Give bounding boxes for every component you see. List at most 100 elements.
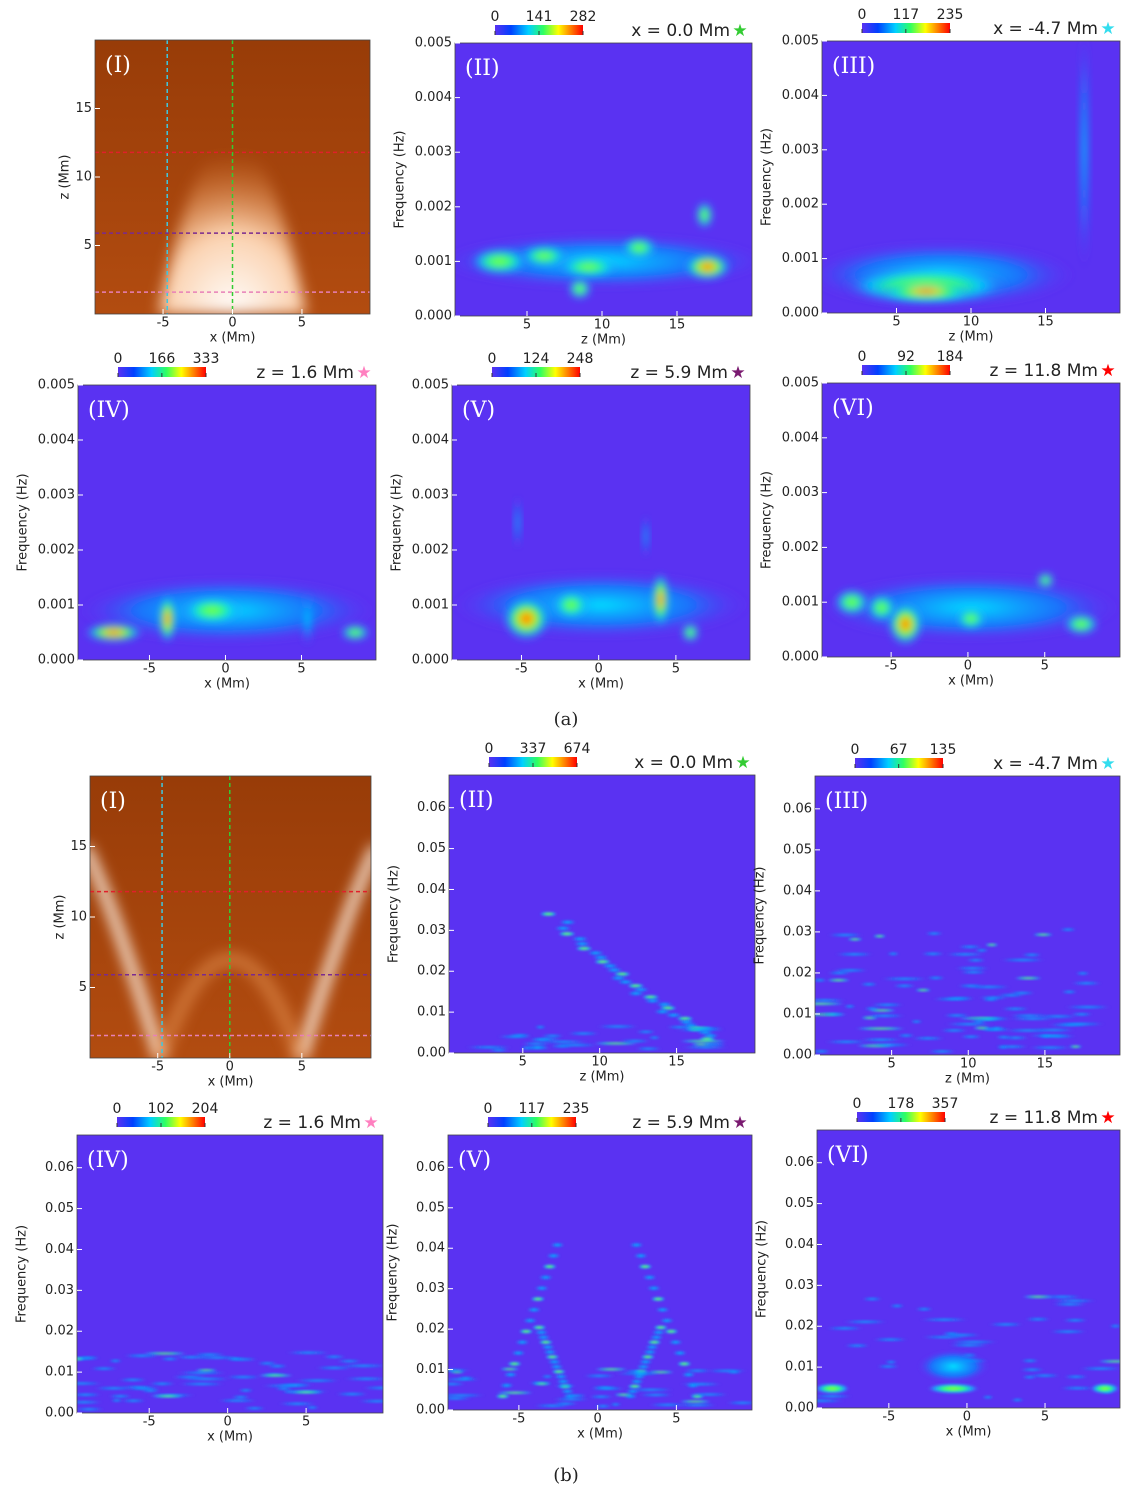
heatmap-blob <box>469 247 530 276</box>
y-axis-label: Frequency (Hz) <box>16 473 31 571</box>
x-tick-label: 5 <box>523 318 531 333</box>
heatmap-blob <box>609 1403 622 1406</box>
plot-frame <box>816 1129 1121 1409</box>
colorbar-tick-label: 117 <box>892 7 919 23</box>
heatmap-blob <box>1026 1046 1074 1049</box>
heatmap-blob <box>609 975 628 981</box>
panel-title: x = 0.0 Mm <box>634 753 733 773</box>
heatmap-blob <box>1058 1386 1097 1390</box>
heatmap-blob <box>823 1040 870 1044</box>
colorbar-tick-label: 67 <box>890 742 908 758</box>
heatmap-blob <box>553 1384 578 1388</box>
y-tick-label: 0.002 <box>38 543 75 558</box>
heatmap-blob <box>530 1296 546 1302</box>
heatmap-blob <box>622 1369 651 1373</box>
x-tick-label: 15 <box>1037 1057 1054 1072</box>
heatmap-blob <box>859 982 879 986</box>
colorbar-tick-label: 0 <box>484 1101 493 1117</box>
caption: (a) <box>554 709 579 730</box>
y-tick-label: 0.03 <box>783 924 812 939</box>
heatmap-blob <box>550 1043 601 1047</box>
y-tick-label: 0.00 <box>785 1401 814 1416</box>
heatmap-blob <box>942 1014 972 1017</box>
heatmap-blob <box>527 1038 555 1042</box>
heatmap-blob <box>984 943 999 947</box>
heatmap-blob <box>539 911 558 917</box>
x-tick-label: 0 <box>964 659 972 674</box>
heatmap-blob <box>555 1379 571 1384</box>
heatmap-blob <box>658 1005 678 1011</box>
y-tick-label: 0.000 <box>415 309 452 324</box>
y-axis-label: Frequency (Hz) <box>15 1225 30 1323</box>
plot-frame <box>451 384 751 661</box>
x-tick-label: 5 <box>672 662 680 677</box>
heatmap-blob <box>626 1388 676 1392</box>
heatmap-blob <box>553 1374 569 1379</box>
heatmap-blob <box>340 624 371 641</box>
plot-area <box>78 385 376 660</box>
heatmap-blob <box>701 1033 720 1038</box>
y-tick-label: 0.002 <box>782 540 819 555</box>
heatmap-blob <box>675 1016 695 1021</box>
y-tick-label: 0.04 <box>783 883 812 898</box>
y-tick-label: 0.04 <box>785 1237 814 1252</box>
heatmap-blob <box>924 932 944 935</box>
x-tick-label: -5 <box>512 1412 525 1427</box>
heatmap-blob <box>1007 1017 1059 1021</box>
colorbar-tick-label: 204 <box>192 1101 219 1117</box>
heatmap-blob <box>77 1393 103 1397</box>
heatmap-blob <box>677 1400 713 1403</box>
heatmap-blob <box>448 1393 488 1397</box>
y-tick-label: 0.000 <box>782 650 819 665</box>
heatmap-blob <box>973 948 990 952</box>
heatmap-blob <box>558 920 577 925</box>
x-tick-label: 5 <box>1041 659 1049 674</box>
heatmap-blob <box>1108 1324 1120 1328</box>
y-tick-label: 0.04 <box>416 1241 445 1256</box>
heatmap-blob <box>943 1022 996 1026</box>
heatmap-blob <box>626 991 646 996</box>
title-marker: ★ <box>1100 361 1115 381</box>
title-marker: ★ <box>732 1113 747 1133</box>
heatmap-blob <box>605 967 624 973</box>
heatmap-blob <box>83 622 144 643</box>
title-marker: ★ <box>1100 1108 1115 1128</box>
y-tick-label: 0.003 <box>782 142 819 157</box>
plot-area <box>822 383 1120 657</box>
plot-area <box>449 775 755 1053</box>
heatmap-blob <box>1007 991 1037 995</box>
x-axis-label: x (Mm) <box>578 677 624 692</box>
plot-frame <box>447 1134 753 1411</box>
heatmap-blob <box>675 1403 719 1407</box>
heatmap-blob <box>613 1393 634 1397</box>
heatmap-blob <box>833 588 870 616</box>
x-tick-label: 5 <box>1041 1410 1049 1425</box>
heatmap-blob <box>1013 976 1044 980</box>
heatmap-blob <box>540 1375 555 1378</box>
x-axis-label: x (Mm) <box>204 677 250 692</box>
heatmap-blob <box>876 1365 901 1368</box>
heatmap-blob <box>637 1393 675 1397</box>
heatmap-blob <box>120 1399 147 1403</box>
heatmap-blob <box>534 1286 550 1291</box>
y-tick-label: 0.005 <box>415 36 452 51</box>
panel-label: (VI) <box>827 1143 869 1168</box>
y-axis-label: Frequency (Hz) <box>390 473 405 571</box>
x-tick-label: -5 <box>882 1410 895 1425</box>
heatmap-blob <box>891 984 917 988</box>
x-tick-label: 5 <box>887 1057 895 1072</box>
y-tick-label: 0.004 <box>38 433 75 448</box>
heatmap-blob <box>139 1389 162 1393</box>
heatmap-blob <box>953 966 992 970</box>
panel-title: z = 5.9 Mm <box>632 1113 730 1133</box>
heatmap-blob <box>914 1307 934 1311</box>
heatmap-blob <box>581 1374 617 1378</box>
heatmap-blob <box>616 979 635 985</box>
heatmap-blob <box>917 1318 971 1322</box>
heatmap-blob <box>149 1394 186 1398</box>
colorbar-tick-label: 178 <box>888 1096 915 1112</box>
heatmap-blob <box>843 1004 857 1008</box>
heatmap-blob <box>681 1369 713 1373</box>
heatmap-blob <box>1069 1012 1094 1016</box>
panel-label: (VI) <box>832 396 874 421</box>
